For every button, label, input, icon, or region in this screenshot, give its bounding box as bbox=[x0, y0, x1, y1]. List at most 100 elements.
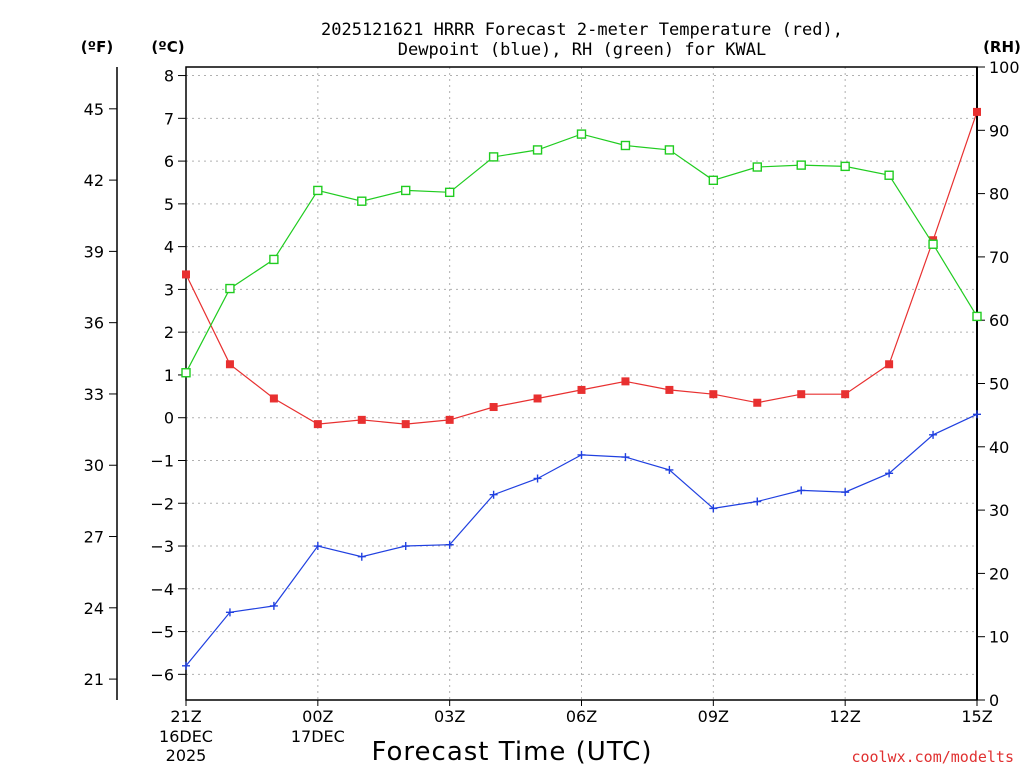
plot-frame bbox=[185, 66, 978, 701]
celsius-tick-label: 5 bbox=[164, 195, 174, 214]
dewpoint-point bbox=[445, 540, 454, 549]
dewpoint-point bbox=[665, 465, 674, 474]
fahrenheit-tick-label: 36 bbox=[84, 314, 104, 333]
rh-point bbox=[928, 239, 938, 249]
rh-point bbox=[972, 311, 982, 322]
temperature-point bbox=[357, 415, 366, 424]
dewpoint-point bbox=[489, 490, 498, 499]
fahrenheit-tick-label: 42 bbox=[84, 171, 104, 190]
celsius-tick-label: 7 bbox=[164, 109, 174, 128]
celsius-tick-label: −1 bbox=[150, 451, 174, 470]
temperature-point bbox=[885, 360, 894, 369]
x-tick-label: 12Z bbox=[830, 707, 861, 726]
fahrenheit-unit-label: (ºF) bbox=[81, 38, 113, 56]
x-tick-label: 09Z bbox=[698, 707, 729, 726]
temperature-point bbox=[973, 107, 981, 116]
fahrenheit-tick-label: 45 bbox=[84, 100, 104, 119]
rh-point bbox=[796, 160, 806, 170]
temperature-point bbox=[445, 415, 454, 424]
dewpoint-point bbox=[401, 542, 410, 551]
celsius-tick-label: 1 bbox=[164, 366, 174, 385]
rh-tick-label: 70 bbox=[989, 248, 1009, 267]
rh-point bbox=[357, 196, 367, 206]
dewpoint-point bbox=[709, 504, 718, 513]
fahrenheit-tick-label: 33 bbox=[84, 385, 104, 404]
rh-tick-label: 60 bbox=[989, 311, 1009, 330]
temperature-point bbox=[269, 394, 278, 403]
x-tick-label: 15Z bbox=[961, 707, 992, 726]
fahrenheit-tick-label: 21 bbox=[84, 670, 104, 689]
grid-lines bbox=[186, 67, 977, 700]
rh-tick-label: 30 bbox=[989, 501, 1009, 520]
temperature-point bbox=[621, 377, 630, 386]
dewpoint-point bbox=[841, 488, 850, 497]
celsius-tick-label: −2 bbox=[150, 494, 174, 513]
rh-point bbox=[664, 145, 675, 155]
dewpoint-point bbox=[225, 608, 234, 617]
rh-tick-label: 0 bbox=[989, 691, 999, 710]
temperature-point bbox=[797, 390, 806, 399]
x-tick-label: 03Z bbox=[434, 707, 465, 726]
data-series bbox=[181, 107, 982, 670]
celsius-tick-label: 8 bbox=[164, 67, 174, 86]
rh-tick-label: 50 bbox=[989, 375, 1009, 394]
dewpoint-point bbox=[929, 430, 938, 439]
rh-point bbox=[444, 187, 455, 198]
x-tick-label: 00Z bbox=[302, 707, 333, 726]
celsius-tick-label: −3 bbox=[150, 537, 174, 556]
rh-point bbox=[313, 185, 323, 196]
temperature-point bbox=[489, 403, 498, 412]
temperature-point bbox=[182, 270, 190, 279]
fahrenheit-tick-label: 30 bbox=[84, 456, 104, 475]
celsius-unit-label: (ºC) bbox=[151, 38, 184, 56]
dewpoint-point bbox=[577, 450, 586, 459]
dewpoint-point bbox=[533, 474, 542, 483]
dewpoint-point bbox=[269, 601, 278, 610]
temperature-point bbox=[665, 385, 674, 394]
x-tick-date: 16DEC bbox=[159, 727, 213, 746]
rh-tick-label: 100 bbox=[989, 58, 1020, 77]
rh-tick-label: 40 bbox=[989, 438, 1009, 457]
rh-tick-label: 80 bbox=[989, 185, 1009, 204]
fahrenheit-tick-label: 24 bbox=[84, 599, 104, 618]
chart-title-line2: Dewpoint (blue), RH (green) for KWAL bbox=[398, 40, 766, 60]
celsius-tick-label: 4 bbox=[164, 238, 174, 257]
temperature-point bbox=[401, 420, 410, 429]
rh-point bbox=[532, 145, 543, 155]
celsius-tick-label: 3 bbox=[164, 280, 174, 299]
rh-point bbox=[488, 152, 499, 162]
rh-point bbox=[576, 129, 587, 139]
x-tick-date: 17DEC bbox=[291, 727, 345, 746]
x-tick-label: 21Z bbox=[170, 707, 201, 726]
temperature-point bbox=[841, 390, 850, 399]
temperature-point bbox=[533, 394, 542, 403]
celsius-tick-label: 2 bbox=[164, 323, 174, 342]
dewpoint-point bbox=[182, 661, 190, 670]
fahrenheit-tick-label: 39 bbox=[84, 242, 104, 261]
celsius-tick-label: −4 bbox=[150, 580, 174, 599]
rh-point bbox=[752, 162, 762, 172]
rh-point bbox=[269, 254, 279, 265]
temperature-point bbox=[709, 390, 718, 399]
rh-unit-label: (RH) bbox=[983, 38, 1021, 56]
dewpoint-point bbox=[797, 486, 806, 495]
x-tick-year: 2025 bbox=[166, 746, 207, 765]
x-tick-label: 06Z bbox=[566, 707, 597, 726]
temperature-point bbox=[313, 420, 322, 429]
celsius-tick-label: −6 bbox=[150, 665, 174, 684]
rh-point bbox=[708, 175, 719, 186]
x-axis-label: Forecast Time (UTC) bbox=[371, 737, 652, 767]
dewpoint-point bbox=[313, 542, 322, 551]
dewpoint-point bbox=[973, 410, 981, 419]
rh-point bbox=[401, 185, 411, 196]
rh-point bbox=[840, 161, 850, 172]
rh-point bbox=[225, 283, 235, 294]
dewpoint-point bbox=[357, 552, 366, 561]
rh-point bbox=[620, 140, 631, 151]
celsius-tick-label: −5 bbox=[150, 623, 174, 642]
rh-tick-label: 10 bbox=[989, 628, 1009, 647]
chart-title-line1: 2025121621 HRRR Forecast 2-meter Tempera… bbox=[321, 20, 843, 40]
rh-point bbox=[181, 368, 191, 378]
